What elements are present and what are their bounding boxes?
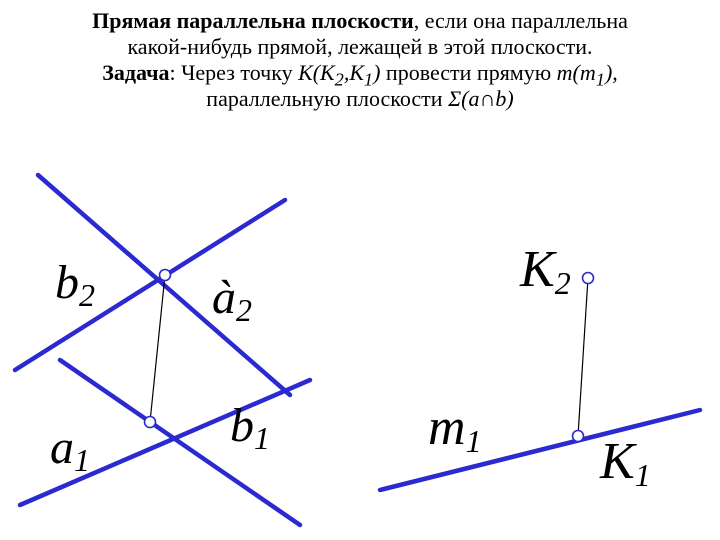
- label-K2: K2: [520, 240, 571, 302]
- label-m1: m1: [428, 398, 482, 460]
- connector-left: [150, 275, 165, 422]
- label-K1: K1: [600, 432, 651, 494]
- label-a1: a1: [50, 420, 90, 479]
- pt-K2: [583, 273, 594, 284]
- pt-top-left: [160, 270, 171, 281]
- connector-right: [578, 278, 588, 436]
- pt-bottom-left: [145, 417, 156, 428]
- label-b2: b2: [55, 255, 95, 314]
- stage: Прямая параллельна плоскости, если она п…: [0, 0, 720, 540]
- label-a2: à2: [212, 270, 252, 329]
- pt-K1: [573, 431, 584, 442]
- label-b1: b1: [230, 398, 270, 457]
